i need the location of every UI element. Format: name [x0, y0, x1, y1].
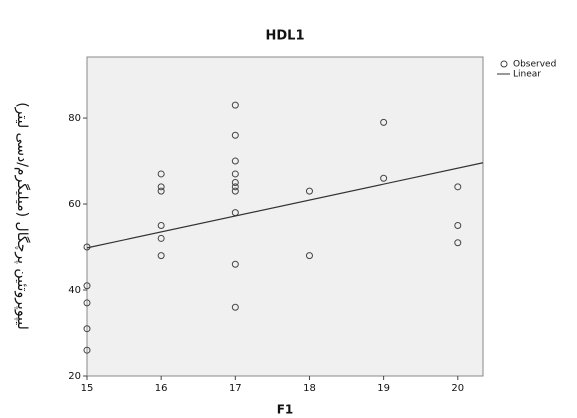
- x-tick-label: 18: [303, 383, 316, 394]
- x-tick-label: 17: [229, 383, 242, 394]
- chart-title: HDL1: [266, 29, 305, 44]
- chart: HDL1 F1 لیپوپروتئین پرچگال (میلیگرم/دسی …: [0, 0, 577, 418]
- y-tick-label: 20: [68, 371, 81, 382]
- y-tick-label: 80: [68, 113, 81, 124]
- x-tick-label: 20: [451, 383, 464, 394]
- plot-area: [87, 57, 483, 376]
- y-axis-label: لیپوپروتئین پرچگال (میلیگرم/دسی لیتر): [14, 102, 31, 330]
- legend-label: Linear: [513, 70, 541, 80]
- x-tick-label: 16: [155, 383, 168, 394]
- x-tick-label: 19: [377, 383, 390, 394]
- y-tick-label: 60: [68, 199, 81, 210]
- x-tick-label: 15: [81, 383, 94, 394]
- x-axis-label: F1: [277, 403, 294, 417]
- y-tick-label: 40: [68, 285, 81, 296]
- legend-marker: [501, 61, 507, 67]
- legend-label: Observed: [513, 60, 556, 70]
